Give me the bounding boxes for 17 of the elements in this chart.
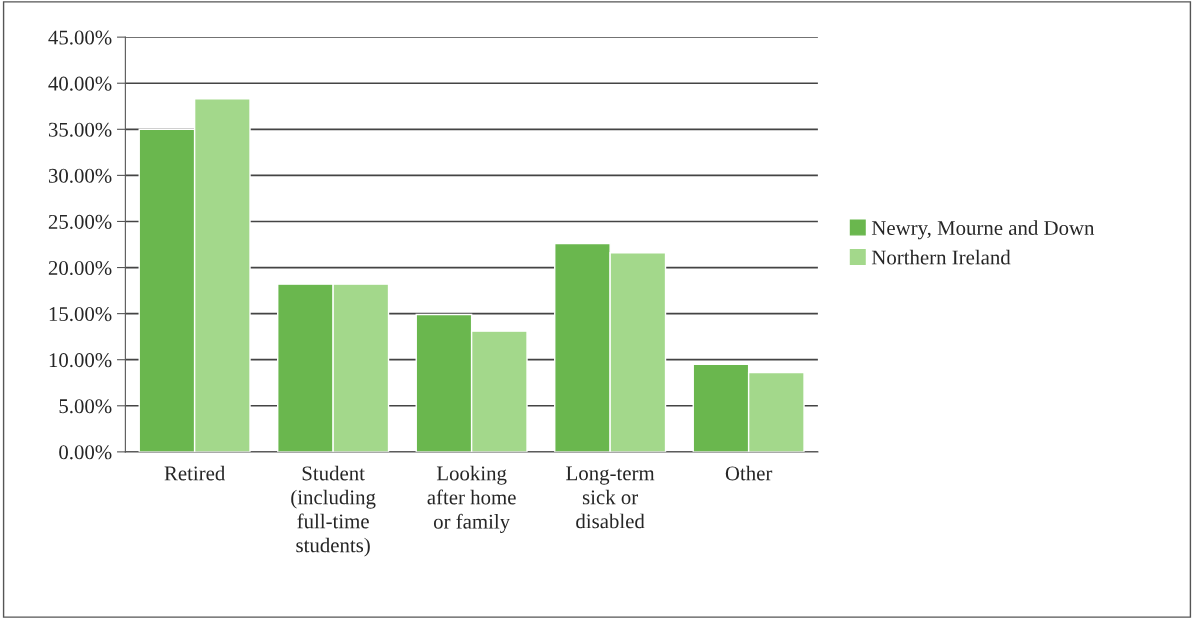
- x-tick-label: Retired: [164, 465, 226, 481]
- y-tick-label: 5.00%: [59, 399, 112, 414]
- x-tick-label: Other: [725, 465, 773, 481]
- y-tick-label: 30.00%: [48, 168, 112, 183]
- x-tick-label: Looking after home or family: [427, 465, 516, 533]
- y-tick-label: 10.00%: [49, 353, 112, 368]
- legend-label: Northern Ireland: [871, 249, 1011, 265]
- y-tick-label: 40.00%: [48, 76, 112, 91]
- y-tick-label: 0.00%: [59, 445, 112, 460]
- y-tick-label: 45.00%: [48, 30, 112, 45]
- x-tick-label: Student (including full-time students): [291, 465, 376, 557]
- x-tick-label: Long-term sick or disabled: [566, 466, 655, 529]
- y-tick-label: 35.00%: [48, 122, 112, 137]
- y-tick-label: 25.00%: [48, 214, 112, 229]
- legend-label: Newry, Mourne and Down: [871, 220, 1095, 240]
- y-tick-label: 20.00%: [48, 260, 112, 276]
- y-tick-label: 15.00%: [49, 307, 112, 322]
